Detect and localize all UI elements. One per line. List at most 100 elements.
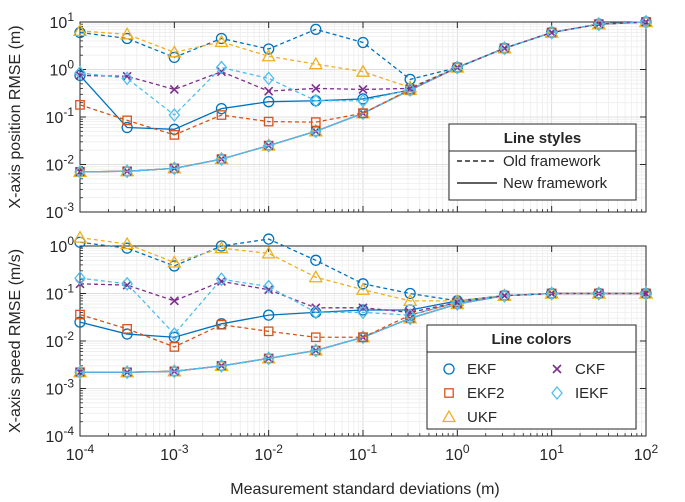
legend-label: IEKF [575, 385, 608, 402]
y-tick-label: 10-1 [46, 105, 75, 127]
data-point [310, 332, 321, 343]
data-point [261, 48, 276, 62]
data-point [263, 309, 275, 321]
data-point [214, 34, 229, 48]
data-point [169, 84, 179, 95]
data-point [310, 23, 322, 36]
legend-marker-ukf [441, 409, 457, 423]
data-point [357, 36, 369, 49]
data-point [74, 271, 86, 286]
data-point [451, 295, 464, 310]
x-tick-label: 10-2 [254, 442, 283, 464]
data-point [264, 86, 274, 96]
data-point [310, 117, 321, 127]
data-point [121, 71, 133, 86]
legend-box [448, 123, 637, 201]
data-point [169, 130, 180, 140]
y-tick-label: 100 [50, 234, 75, 256]
y-tick-label: 10-1 [46, 282, 75, 304]
ticks [79, 21, 647, 213]
data-point [75, 100, 85, 110]
data-point [215, 60, 228, 75]
data-point [498, 41, 511, 56]
data-point [308, 56, 323, 70]
data-point [215, 102, 228, 115]
y-axis-label: X-axis position RMSE (m) [7, 25, 24, 208]
data-point [72, 230, 88, 243]
legend-title: Line colors [491, 331, 571, 348]
data-point [545, 286, 558, 301]
data-point [120, 27, 135, 40]
legend-marker-ekf2 [444, 388, 454, 398]
data-point [120, 364, 135, 378]
chart-panel-1: 10-3 10-2 10-1 100 101 X-axis position RMSE (… [7, 10, 654, 222]
data-point [74, 365, 86, 380]
legend-line-styles: Line styles Old framework New framework [448, 123, 637, 201]
legend-marker-iekf [551, 385, 563, 401]
data-point [309, 305, 322, 320]
data-point [169, 296, 179, 306]
data-point [121, 365, 133, 380]
y-axis-label: X-axis speed RMSE (m/s) [7, 249, 24, 433]
data-point [121, 276, 133, 291]
data-point [120, 236, 135, 250]
data-point [263, 326, 274, 337]
series-iekf-old [74, 14, 652, 123]
y-tick-label: 100 [50, 58, 75, 80]
data-point [168, 161, 181, 176]
series-line [79, 277, 646, 336]
data-point [168, 327, 181, 342]
legend-label: CKF [575, 361, 605, 378]
x-tick-label: 10-3 [160, 442, 189, 464]
x-tick-label: 100 [445, 442, 470, 464]
data-point [638, 286, 654, 299]
data-point [357, 330, 369, 345]
data-point [357, 93, 369, 108]
data-point [308, 269, 323, 283]
data-point [167, 45, 182, 58]
data-point [592, 286, 605, 301]
data-point [72, 364, 88, 378]
y-tick-label: 10-3 [46, 377, 75, 399]
data-point [355, 64, 371, 77]
data-point [74, 316, 86, 328]
legend-box [426, 324, 637, 430]
data-point [403, 293, 418, 307]
legend-label: Old framework [503, 153, 601, 170]
data-point [72, 164, 88, 178]
data-point [214, 240, 229, 254]
data-point [122, 71, 132, 81]
data-point [404, 308, 416, 323]
x-tick-label: 102 [634, 442, 659, 464]
data-point [262, 71, 275, 86]
data-point [311, 83, 321, 93]
data-point [544, 286, 559, 299]
legend-line-colors: Line colors EKF CKF EKF2 IEKF UKF [426, 324, 637, 430]
data-point [355, 282, 371, 295]
data-point [358, 332, 368, 343]
legend-label: UKF [467, 409, 497, 426]
y-tick-label: 10-2 [46, 153, 75, 175]
data-point [122, 115, 132, 126]
data-point [215, 358, 228, 373]
series-group [72, 14, 654, 179]
legend-marker-ckf [552, 364, 562, 374]
data-point [451, 60, 464, 75]
data-point [122, 324, 132, 334]
x-tick-label: 10-4 [66, 442, 95, 464]
data-point [215, 152, 228, 167]
data-point [168, 364, 181, 379]
x-tick-label: 10-1 [349, 442, 378, 464]
data-point [638, 14, 654, 28]
legend-label: EKF [467, 361, 496, 378]
data-point [75, 309, 85, 320]
data-point [309, 124, 322, 139]
data-point [216, 67, 227, 77]
data-point [404, 82, 416, 97]
data-point [640, 286, 652, 301]
data-point [216, 319, 227, 330]
legend-label: EKF2 [467, 385, 505, 402]
data-point [545, 25, 558, 40]
data-point [216, 110, 227, 120]
data-point [309, 93, 322, 108]
